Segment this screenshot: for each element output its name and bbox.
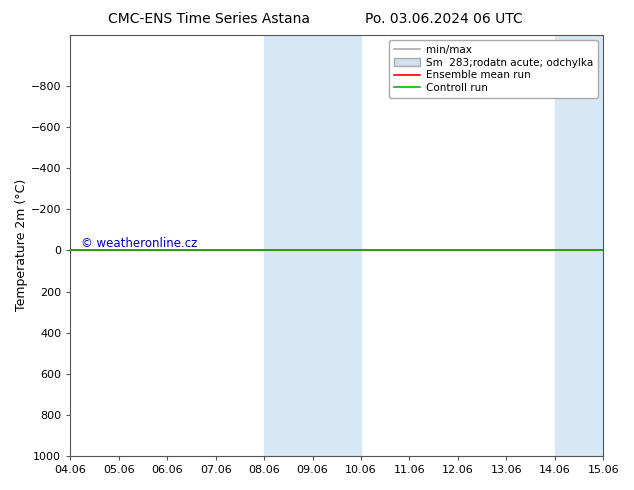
Text: © weatheronline.cz: © weatheronline.cz bbox=[81, 237, 197, 250]
Bar bbox=[555, 35, 603, 456]
Y-axis label: Temperature 2m (°C): Temperature 2m (°C) bbox=[15, 179, 28, 312]
Bar bbox=[264, 35, 361, 456]
Text: Po. 03.06.2024 06 UTC: Po. 03.06.2024 06 UTC bbox=[365, 12, 522, 26]
Text: CMC-ENS Time Series Astana: CMC-ENS Time Series Astana bbox=[108, 12, 310, 26]
Legend: min/max, Sm  283;rodatn acute; odchylka, Ensemble mean run, Controll run: min/max, Sm 283;rodatn acute; odchylka, … bbox=[389, 40, 598, 98]
